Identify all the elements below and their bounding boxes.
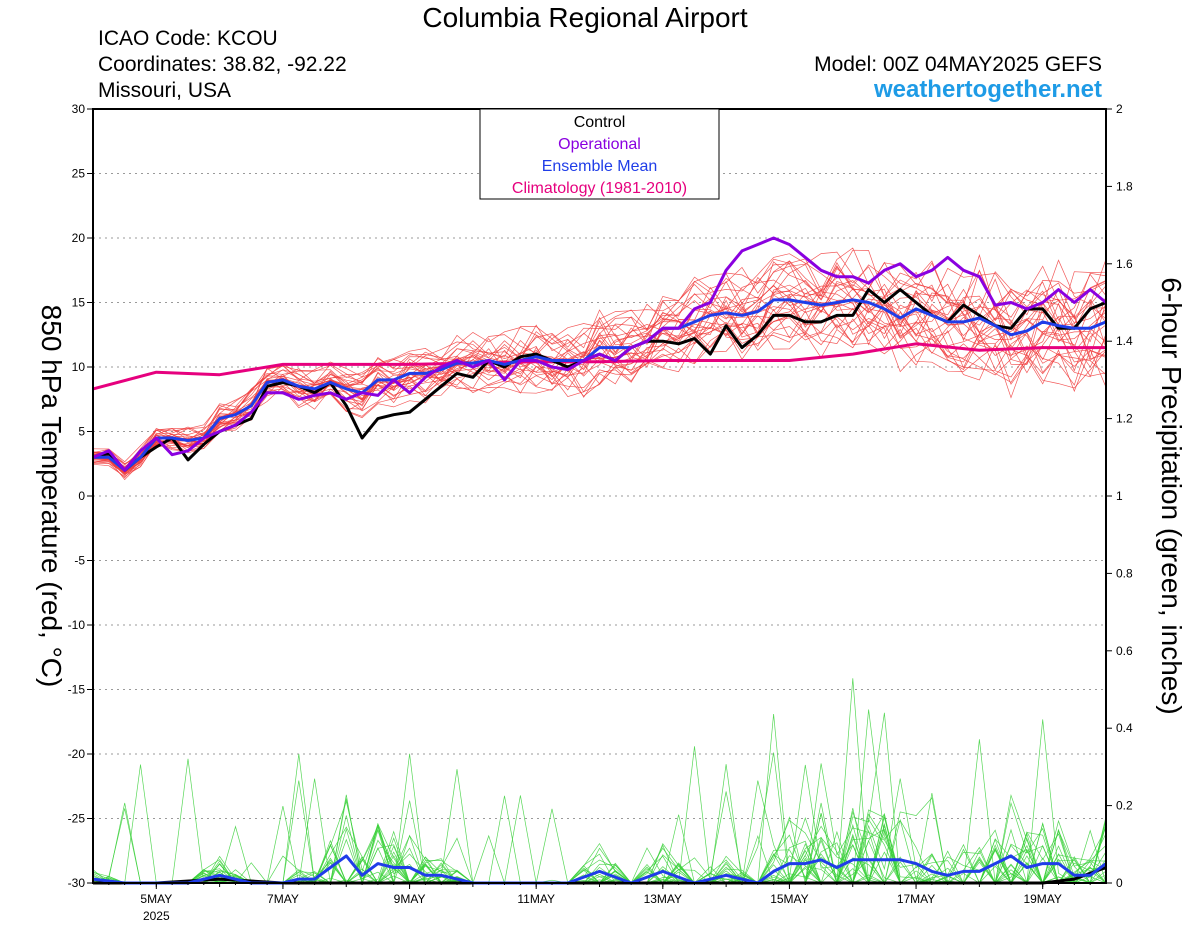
legend-box <box>479 108 720 200</box>
y-tick-label: 25 <box>72 167 86 181</box>
x-tick-label: 9MAY <box>394 892 426 906</box>
station-info: ICAO Code: KCOU Coordinates: 38.82, -92.… <box>98 26 347 104</box>
y-tick-label: -20 <box>68 747 86 761</box>
ensemble-member-precip-line <box>92 763 1107 884</box>
y2-tick-label: 0.2 <box>1116 799 1133 813</box>
y-tick-label: -10 <box>68 618 86 632</box>
y2-tick-label: 2 <box>1116 102 1123 116</box>
y-tick-label: 20 <box>72 231 86 245</box>
y-tick-label: 30 <box>72 102 86 116</box>
y-tick-label: -5 <box>74 554 85 568</box>
ensemble-member-precip-line <box>93 764 1107 884</box>
axis-layer: 302520151050-5-10-15-20-25-3021.81.61.41… <box>68 102 1133 923</box>
ensemble-member-precip-line <box>92 764 1106 884</box>
legend-entry: Operational <box>558 136 641 153</box>
y-tick-label: 15 <box>72 296 86 310</box>
ensemble-member-precip-line <box>92 709 1107 885</box>
ensemble-member-precip-line <box>93 678 1107 884</box>
ensemble-member-temp-line <box>92 289 1107 473</box>
ensemble-member-temp-line <box>92 251 1107 463</box>
ensemble-member-temp-line <box>92 260 1107 464</box>
x-tick-label: 5MAY <box>140 892 172 906</box>
operational-line <box>92 236 1107 472</box>
site-link[interactable]: weathertogether.net <box>873 76 1102 103</box>
ensemble-member-temp-line <box>92 310 1107 475</box>
chart-title: Columbia Regional Airport <box>422 2 748 33</box>
y2-tick-label: 1.8 <box>1116 179 1133 193</box>
control-line <box>92 288 1107 472</box>
legend-entry: Control <box>574 114 626 131</box>
ensemble-member-temp-line <box>92 266 1107 466</box>
ensemble-mean-line <box>93 298 1107 472</box>
ensemble-member-precip-line <box>93 813 1107 885</box>
ensemble-mean-precip-line <box>92 854 1107 885</box>
x-tick-label: 11MAY <box>517 892 555 906</box>
ensemble-member-precip-line <box>93 712 1106 884</box>
y2-tick-label: 0.4 <box>1116 721 1133 735</box>
ensemble-members-layer <box>92 247 1107 885</box>
ensemble-member-precip-line <box>92 764 1107 885</box>
ensemble-member-precip-line <box>92 830 1106 884</box>
model-run: Model: 00Z 04MAY2025 GEFS <box>814 53 1102 76</box>
x-tick-label: 13MAY <box>644 892 682 906</box>
y2-tick-label: 0.8 <box>1116 566 1133 580</box>
ensemble-member-precip-line <box>92 713 1107 884</box>
ensemble-member-temp-line <box>92 247 1107 465</box>
climatology-1981-2010-line <box>92 342 1106 391</box>
ensemble-member-temp-line <box>92 263 1107 467</box>
grid-layer <box>93 173 1106 819</box>
y2-tick-label: 0 <box>1116 876 1123 890</box>
ensemble-member-temp-line <box>92 261 1107 470</box>
ensemble-member-temp-line <box>92 318 1107 475</box>
ensemble-member-temp-line <box>92 322 1107 481</box>
y-tick-label: 0 <box>78 489 85 503</box>
x-tick-label: 17MAY <box>897 892 935 906</box>
icao-code: ICAO Code: KCOU <box>98 27 278 50</box>
y2-tick-label: 1.4 <box>1116 334 1133 348</box>
y-axis-title: 850 hPa Temperature (red, °C) <box>36 305 67 688</box>
legend-entry: Climatology (1981-2010) <box>512 180 687 197</box>
y-tick-label: -30 <box>68 876 86 890</box>
y-tick-label: 5 <box>78 425 85 439</box>
y2-tick-label: 0.6 <box>1116 644 1133 658</box>
y2-tick-label: 1.2 <box>1116 412 1133 426</box>
ensemble-member-temp-line <box>92 261 1107 470</box>
y2-tick-label: 1.6 <box>1116 257 1133 271</box>
ensemble-member-precip-line <box>92 769 1107 884</box>
y2-axis-title: 6-hour Precipitation (green, inches) <box>1156 277 1187 714</box>
x-tick-label: 15MAY <box>770 892 808 906</box>
region: Missouri, USA <box>98 79 232 102</box>
y-tick-label: -15 <box>68 683 86 697</box>
y-tick-label: 10 <box>72 360 86 374</box>
x-tick-year-label: 2025 <box>143 909 170 923</box>
legend-entry: Ensemble Mean <box>542 158 658 175</box>
y-tick-label: -25 <box>68 812 86 826</box>
y2-tick-label: 1 <box>1116 489 1123 503</box>
ensemble-member-precip-line <box>92 719 1107 885</box>
ensemble-member-temp-line <box>92 285 1107 474</box>
x-tick-label: 7MAY <box>267 892 299 906</box>
x-tick-label: 19MAY <box>1023 892 1061 906</box>
legend: Control Operational Ensemble Mean Climatolo… <box>479 108 720 200</box>
coordinates: Coordinates: 38.82, -92.22 <box>98 53 347 76</box>
